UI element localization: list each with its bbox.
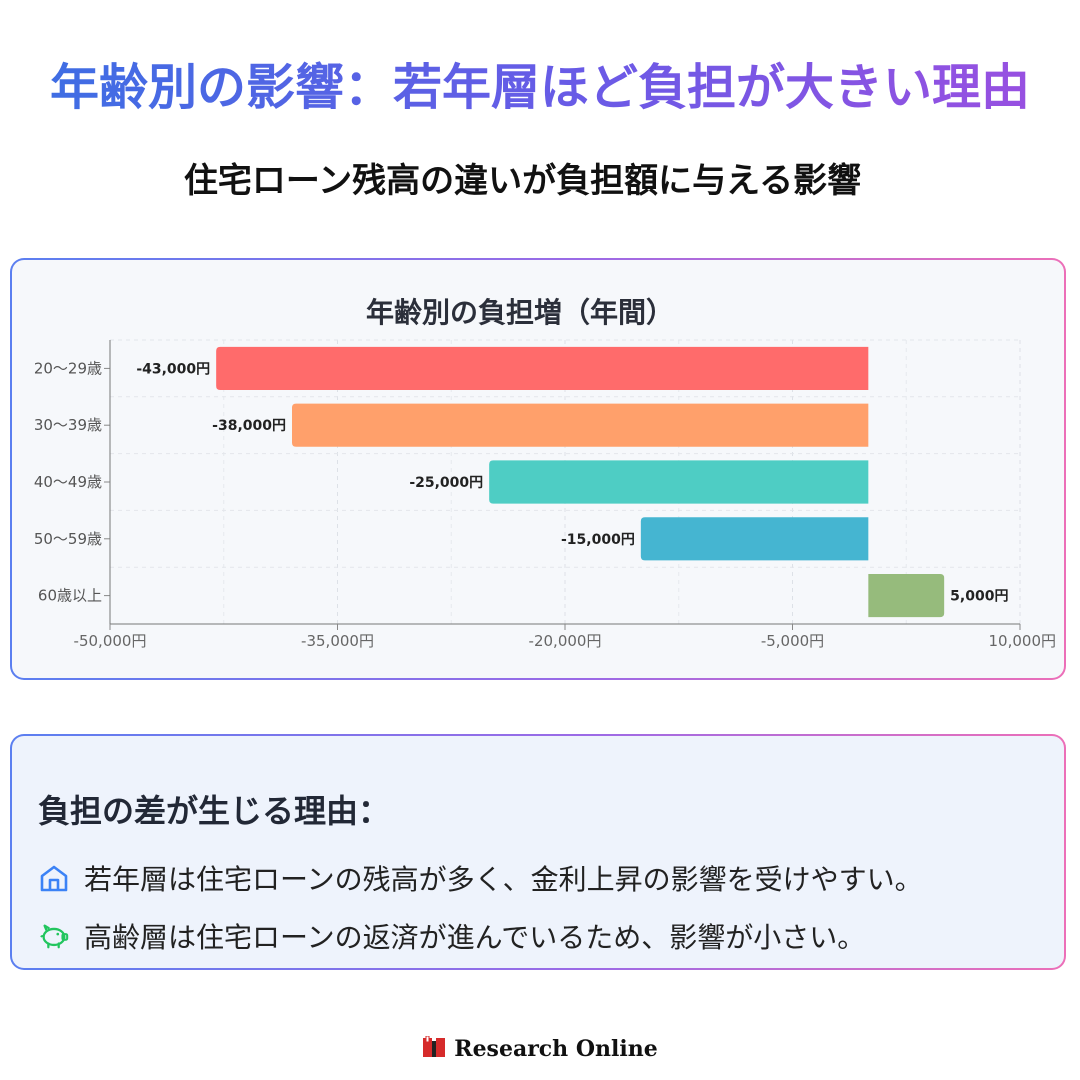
x-tick-label: -20,000円 [529,632,602,650]
bar [292,403,869,447]
page-title: 年齢別の影響：若年層ほど負担が大きい理由 [0,52,1080,124]
data-label: -25,000円 [409,475,483,491]
x-tick-label: -50,000円 [74,632,147,650]
bar [489,460,869,504]
y-tick-label: 50〜59歳 [34,530,102,548]
x-tick-label: -35,000円 [301,632,374,650]
bar [640,517,869,561]
reason-item-senior: 高齢層は住宅ローンの返済が進んでいるため、影響が小さい。 [38,916,865,956]
footer: Research Online [0,1035,1080,1062]
brand-name: Research Online [454,1036,658,1062]
reasons-card: 負担の差が生じる理由： 若年層は住宅ローンの残高が多く、金利上昇の影響を受けやす… [10,734,1066,970]
page-subtitle: 住宅ローン残高の違いが負担額に与える影響 [183,161,862,201]
chart-title: 年齢別の負担増（年間） [366,296,674,329]
data-label: -43,000円 [136,361,210,377]
y-tick-label: 20〜29歳 [34,359,102,377]
bar-chart: 年齢別の負担増（年間） -43,000円 -38,000円 -25,000円 -15,… [34,296,1057,650]
x-tick-label: -5,000円 [761,632,824,650]
y-tick-label: 40〜49歳 [34,473,102,491]
bar [216,346,869,390]
y-tick-label: 60歳以上 [38,587,102,605]
reasons-title: 負担の差が生じる理由： [38,792,391,830]
reason-text-senior: 高齢層は住宅ローンの返済が進んでいるため、影響が小さい。 [84,921,866,954]
y-tick-label: 30〜39歳 [34,416,102,434]
piggy-bank-icon [38,920,70,952]
reason-item-young: 若年層は住宅ローンの残高が多く、金利上昇の影響を受けやすい。 [38,858,923,898]
data-label: -38,000円 [212,418,286,434]
reason-text-young: 若年層は住宅ローンの残高が多く、金利上昇の影響を受けやすい。 [84,863,923,896]
book-icon [422,1035,446,1062]
x-tick-label: 10,000円 [989,632,1057,650]
house-icon [38,862,70,894]
data-label: -15,000円 [561,532,635,548]
data-label: 5,000円 [950,589,1008,605]
chart-card: 年齢別の負担増（年間） -43,000円 -38,000円 -25,000円 -15,… [10,258,1066,680]
bar [868,574,945,618]
